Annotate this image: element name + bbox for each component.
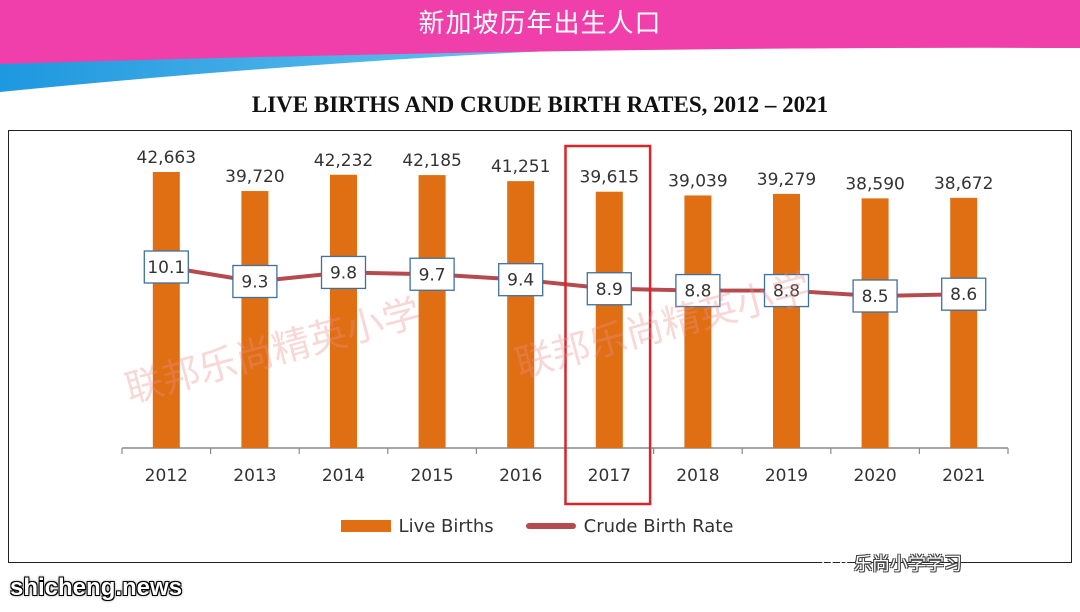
category-label-2018: 2018	[676, 466, 719, 486]
bar-live-births-2019	[773, 193, 800, 448]
bar-live-births-2018	[684, 195, 712, 448]
banner-title: 新加坡历年出生人口	[418, 9, 662, 39]
chart-title: LIVE BIRTHS AND CRUDE BIRTH RATES, 2012 …	[251, 92, 829, 117]
legend-item-crude-birth-rate: Crude Birth Rate	[500, 515, 734, 537]
rate-label-box-2018	[675, 273, 721, 308]
bar-live-births-2016	[507, 181, 535, 449]
category-label-2012: 2012	[145, 466, 188, 486]
category-label-2017: 2017	[588, 466, 631, 486]
bar-label-2017: 39,615	[580, 168, 639, 188]
bar-label-2018: 39,039	[668, 171, 727, 191]
bar-live-births-2012	[152, 172, 180, 448]
legend-item-live-births: Live Births	[340, 515, 494, 537]
category-label-2021: 2021	[942, 466, 985, 486]
rate-label-2018: 8.8	[684, 282, 711, 302]
category-label-2020: 2020	[853, 466, 896, 486]
legend-swatch-bar	[340, 520, 391, 532]
source-watermark: shicheng.news	[10, 574, 183, 601]
bar-label-2015: 42,185	[402, 151, 461, 171]
chart-legend: Live Births Crude Birth Rate	[0, 512, 1080, 540]
rate-label-2016: 9.4	[507, 271, 534, 291]
wechat-icon	[822, 554, 848, 572]
account-name: 乐尚小学学习	[854, 554, 962, 575]
rate-label-box-2019	[763, 273, 810, 308]
bar-live-births-2015	[418, 175, 446, 448]
category-label-2016: 2016	[499, 466, 542, 486]
bar-label-2013: 39,720	[225, 167, 284, 187]
chart-frame	[8, 130, 1072, 563]
header-banner: 新加坡历年出生人口	[0, 0, 1080, 95]
rate-label-box-2012	[143, 250, 189, 284]
rate-label-box-2015	[409, 257, 455, 291]
bar-label-2019: 39,279	[757, 170, 816, 190]
category-label-2015: 2015	[410, 466, 453, 486]
bar-label-2012: 42,663	[137, 148, 196, 168]
banner-shape	[0, 0, 1080, 92]
bar-label-2016: 41,251	[491, 157, 550, 177]
rate-label-box-2021	[941, 277, 987, 311]
rate-label-2015: 9.7	[419, 265, 446, 285]
rate-label-box-2020	[852, 279, 898, 313]
rate-label-box-2013	[232, 264, 278, 299]
rate-label-2021: 8.6	[950, 285, 977, 305]
rate-label-2014: 9.8	[330, 263, 357, 283]
account-watermark: 乐尚小学学习	[822, 550, 962, 576]
legend-label-crude-birth-rate: Crude Birth Rate	[583, 515, 734, 537]
category-label-2019: 2019	[765, 466, 808, 486]
rate-label-2013: 9.3	[241, 273, 268, 293]
bar-label-2014: 42,232	[314, 151, 373, 171]
category-label-2014: 2014	[322, 466, 365, 486]
rate-label-2019: 8.8	[773, 282, 800, 302]
rate-label-2017: 8.9	[596, 280, 623, 300]
bar-label-2021: 38,672	[934, 174, 993, 194]
category-label-2013: 2013	[233, 466, 276, 486]
rate-label-2012: 10.1	[147, 258, 185, 278]
legend-label-live-births: Live Births	[398, 515, 494, 537]
bar-live-births-2020	[861, 198, 889, 448]
rate-label-2020: 8.5	[862, 287, 889, 307]
legend-swatch-line	[525, 523, 576, 529]
rate-label-box-2014	[320, 255, 367, 290]
bar-label-2020: 38,590	[845, 174, 904, 194]
bar-live-births-2017	[595, 191, 623, 448]
bar-live-births-2021	[950, 197, 978, 448]
bar-live-births-2013	[241, 191, 269, 448]
bar-live-births-2014	[330, 174, 357, 448]
rate-label-box-2017	[586, 272, 632, 306]
highlight-box-2017	[564, 144, 652, 506]
rate-label-box-2016	[498, 263, 544, 297]
